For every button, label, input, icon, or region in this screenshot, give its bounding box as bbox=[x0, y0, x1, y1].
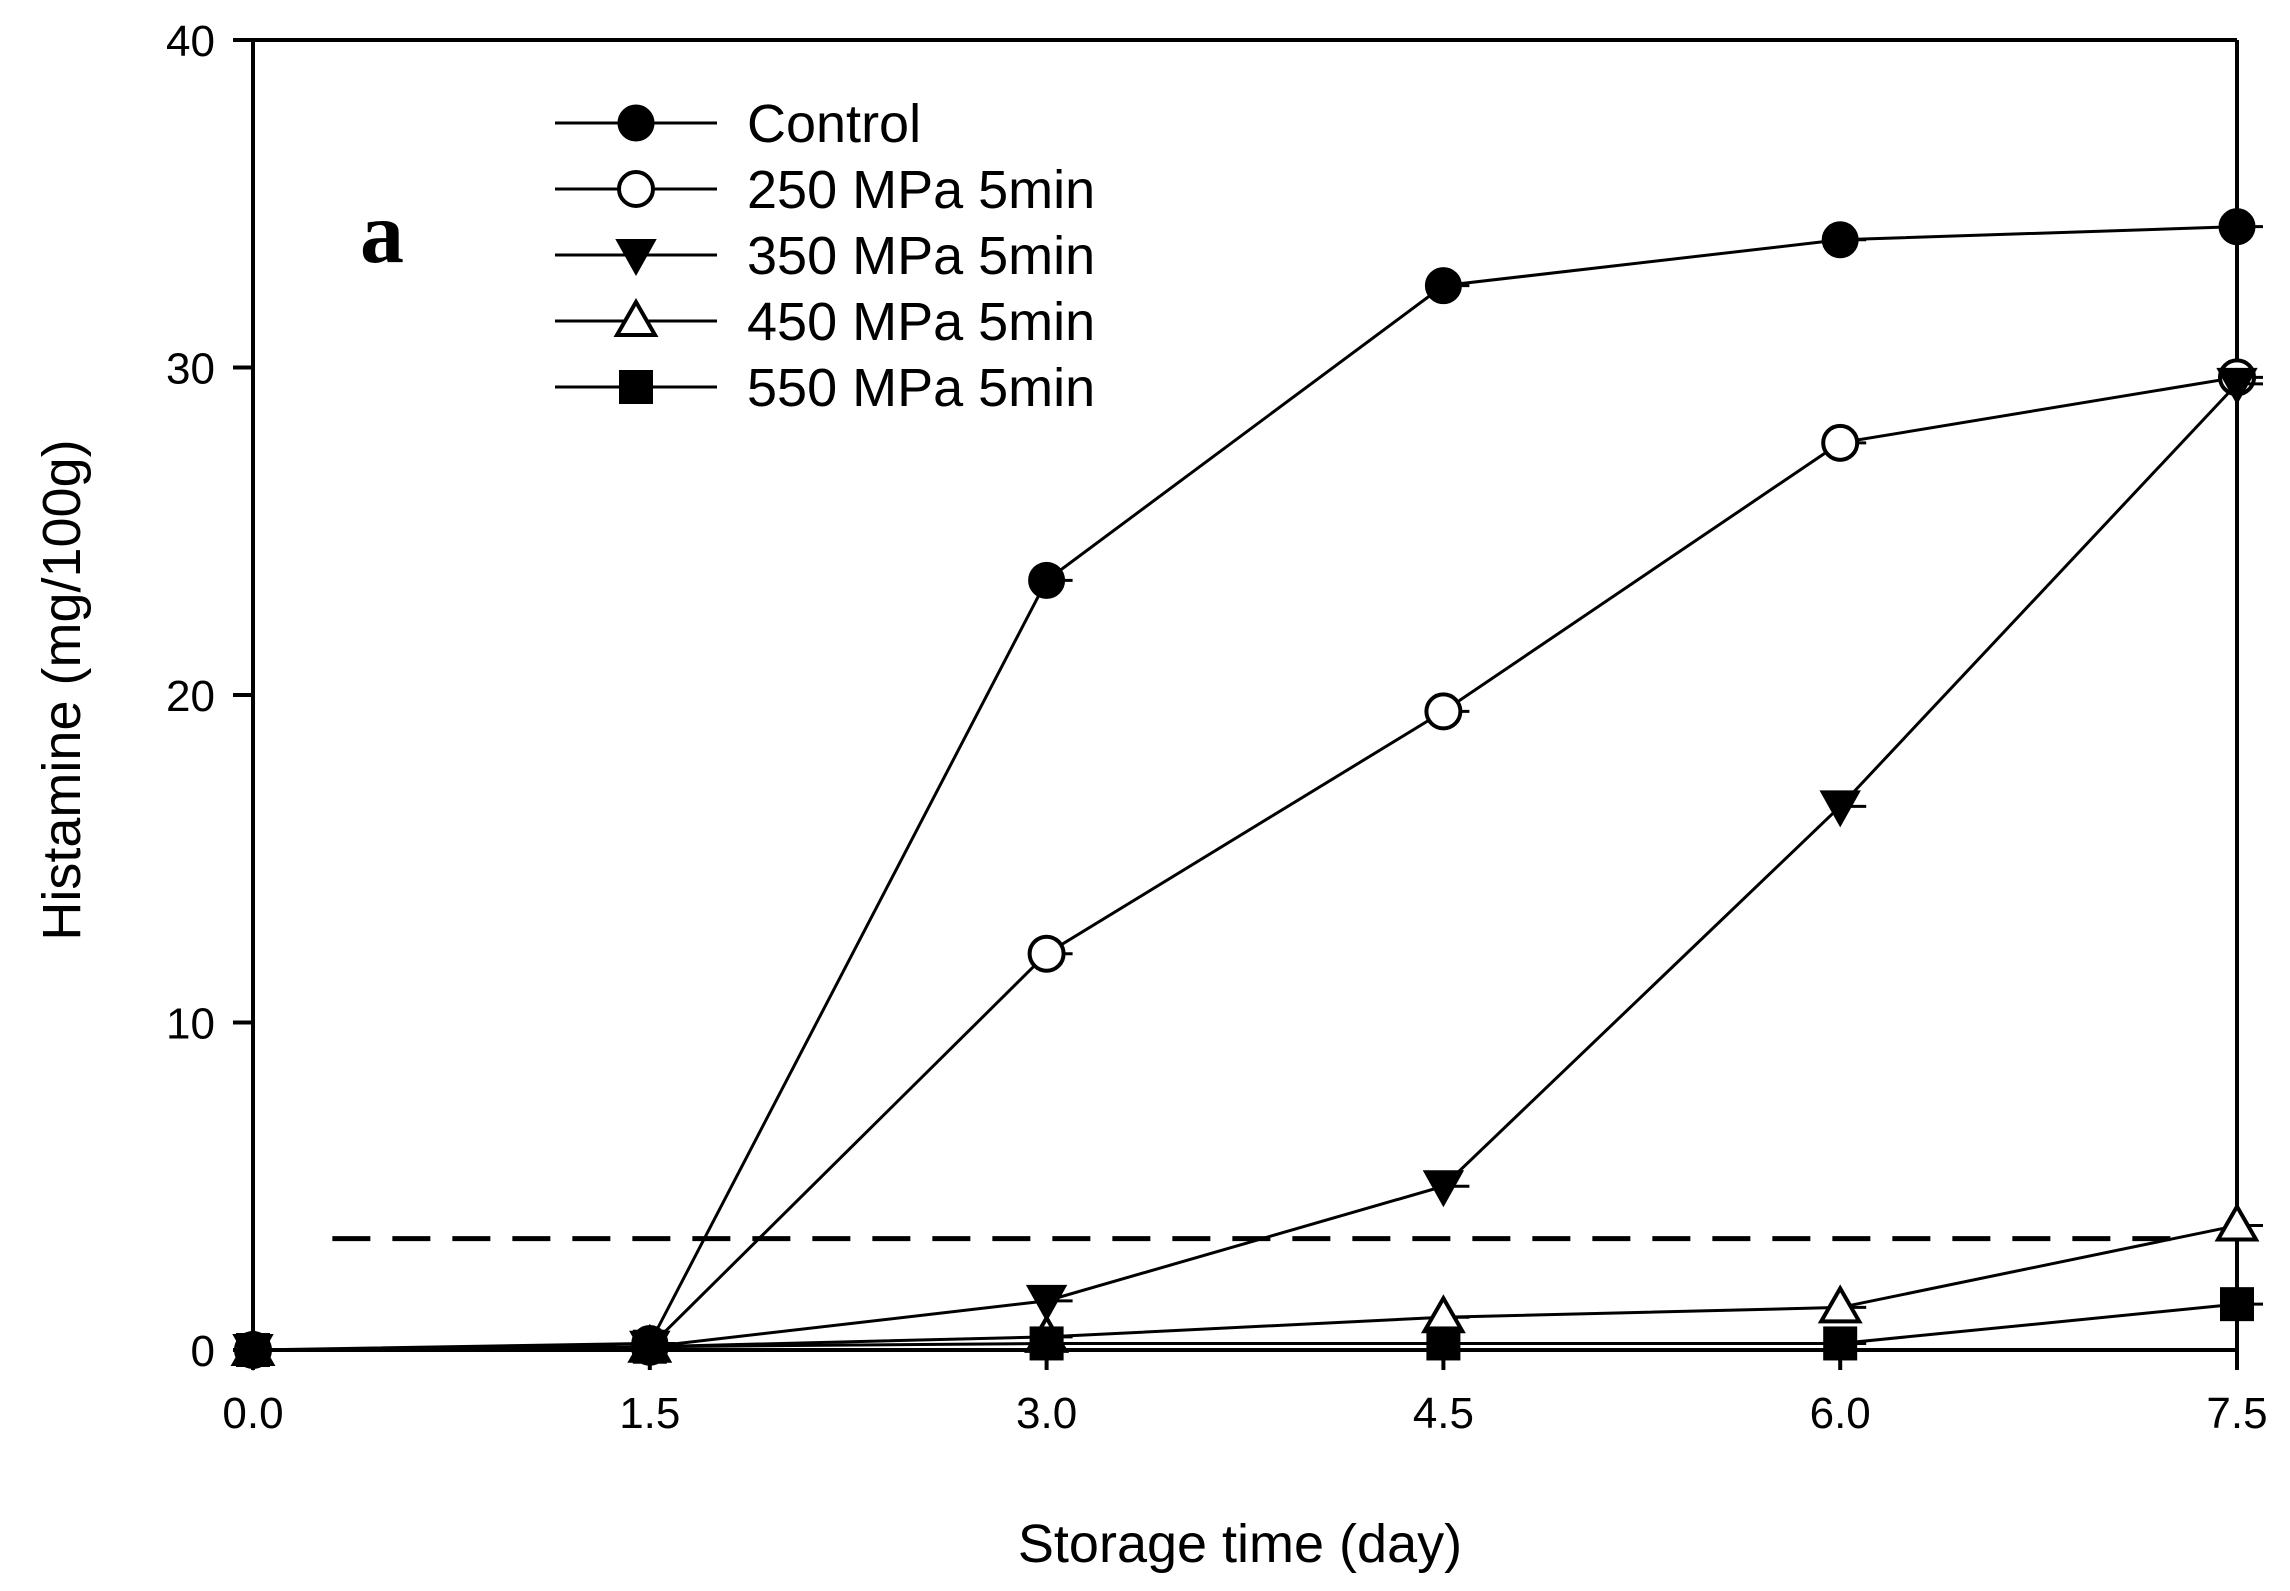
x-tick-label: 4.5 bbox=[1413, 1389, 1474, 1438]
data-point bbox=[1819, 790, 1861, 828]
data-point bbox=[1821, 423, 1860, 462]
data-point bbox=[1821, 221, 1859, 259]
data-point bbox=[236, 1333, 270, 1367]
x-tick-label: 3.0 bbox=[1016, 1389, 1077, 1438]
series-line bbox=[252, 225, 2238, 1352]
data-point bbox=[1426, 1326, 1461, 1361]
y-tick-label: 20 bbox=[166, 672, 215, 721]
data-point bbox=[1424, 267, 1462, 305]
legend-marker bbox=[613, 297, 659, 337]
data-point bbox=[1823, 1326, 1858, 1361]
x-tick-label: 0.0 bbox=[222, 1389, 283, 1438]
legend-marker bbox=[615, 239, 657, 277]
series-line bbox=[252, 1302, 2238, 1352]
data-point bbox=[2218, 208, 2256, 246]
legend-marker bbox=[617, 170, 655, 208]
data-point bbox=[1424, 692, 1463, 731]
data-point bbox=[2220, 1287, 2254, 1322]
legend-marker bbox=[617, 104, 655, 142]
legend-label: 250 MPa 5min bbox=[747, 160, 1095, 220]
data-point bbox=[632, 1329, 667, 1364]
legend-entry: Control bbox=[555, 94, 921, 154]
y-tick-label: 10 bbox=[166, 1000, 215, 1049]
series-group bbox=[230, 208, 2263, 1372]
x-tick-label: 1.5 bbox=[619, 1389, 680, 1438]
legend-entry: 550 MPa 5min bbox=[555, 358, 1095, 418]
data-point bbox=[2214, 1202, 2260, 1242]
y-tick-label: 40 bbox=[166, 17, 215, 66]
axes: 0.0 1.5 3.0 4.5 6.0 7.5 0 10 20 30 40 bbox=[166, 17, 2268, 1438]
legend-label: 550 MPa 5min bbox=[747, 358, 1095, 418]
data-point bbox=[1422, 1170, 1465, 1208]
legend-label: 350 MPa 5min bbox=[747, 226, 1095, 286]
legend-label: 450 MPa 5min bbox=[747, 292, 1095, 352]
legend-marker bbox=[619, 370, 653, 404]
data-point bbox=[1027, 934, 1066, 973]
data-point bbox=[1025, 1284, 1068, 1322]
x-tick-label: 7.5 bbox=[2206, 1389, 2267, 1438]
y-tick-label: 30 bbox=[166, 345, 215, 394]
legend-entry: 250 MPa 5min bbox=[555, 160, 1095, 220]
data-point bbox=[1028, 561, 1066, 599]
data-point bbox=[1029, 1326, 1064, 1361]
x-axis-title: Storage time (day) bbox=[1018, 1514, 1462, 1574]
data-point bbox=[1817, 1284, 1863, 1324]
data-point bbox=[2216, 367, 2258, 405]
y-tick-label: 0 bbox=[191, 1327, 215, 1376]
panel-label: a bbox=[360, 185, 404, 282]
x-tick-label: 6.0 bbox=[1810, 1389, 1871, 1438]
series-5 bbox=[236, 1287, 2263, 1367]
legend-entry: 350 MPa 5min bbox=[555, 226, 1095, 286]
legend-entry: 450 MPa 5min bbox=[555, 292, 1095, 352]
legend-label: Control bbox=[747, 94, 921, 154]
y-axis-title: Histamine (mg/100g) bbox=[32, 439, 92, 940]
